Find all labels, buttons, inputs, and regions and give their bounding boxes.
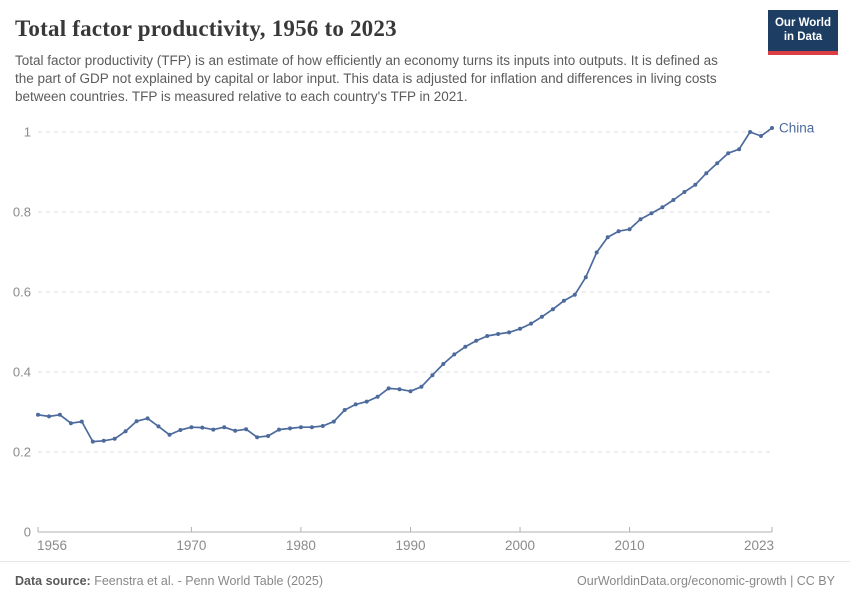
data-point bbox=[277, 427, 281, 432]
data-point bbox=[222, 425, 227, 430]
data-point bbox=[594, 250, 599, 255]
data-point bbox=[255, 435, 260, 440]
x-tick-label: 2023 bbox=[744, 538, 774, 553]
data-point bbox=[397, 387, 402, 392]
data-point bbox=[605, 235, 610, 240]
data-point bbox=[759, 134, 763, 138]
data-point bbox=[364, 399, 369, 404]
data-point bbox=[47, 414, 51, 419]
data-point bbox=[331, 419, 336, 424]
series-line-china bbox=[37, 127, 773, 443]
data-point bbox=[298, 425, 303, 430]
data-point bbox=[101, 438, 106, 443]
data-point bbox=[616, 229, 621, 234]
data-point bbox=[342, 408, 347, 412]
chart-subtitle: Total factor productivity (TFP) is an es… bbox=[15, 53, 718, 104]
x-tick-label: 1980 bbox=[286, 538, 316, 553]
data-point bbox=[430, 373, 435, 378]
page-title: Total factor productivity, 1956 to 2023 bbox=[15, 16, 397, 41]
data-point bbox=[583, 275, 588, 280]
data-point bbox=[485, 334, 490, 338]
data-point bbox=[419, 384, 424, 389]
owid-logo-text: Our World in Data bbox=[768, 10, 838, 51]
data-point bbox=[244, 427, 249, 432]
data-point bbox=[539, 314, 544, 319]
data-point bbox=[288, 426, 292, 431]
data-point bbox=[715, 161, 720, 166]
data-source-text[interactable]: Feenstra et al. - Penn World Table (2025… bbox=[94, 574, 324, 588]
x-tick-label: 1970 bbox=[176, 538, 206, 553]
data-point bbox=[156, 424, 161, 429]
data-point bbox=[770, 126, 774, 130]
owid-logo-red-bar bbox=[768, 50, 838, 55]
x-tick-label: 2000 bbox=[505, 538, 535, 553]
data-point bbox=[200, 425, 205, 430]
data-point bbox=[178, 428, 183, 432]
data-point bbox=[638, 217, 643, 222]
data-point bbox=[112, 436, 117, 441]
owid-logo-line2: in Data bbox=[783, 31, 823, 44]
data-point bbox=[463, 344, 468, 349]
data-point bbox=[627, 227, 632, 232]
y-tick-label: 0.2 bbox=[13, 445, 31, 460]
data-point bbox=[36, 412, 40, 417]
data-point bbox=[266, 434, 271, 438]
data-point bbox=[507, 330, 512, 335]
y-tick-label: 0.6 bbox=[13, 285, 31, 300]
data-point bbox=[68, 421, 73, 426]
y-tick-label: 1 bbox=[24, 125, 31, 140]
y-tick-label: 0.4 bbox=[13, 365, 31, 380]
x-tick-label: 1956 bbox=[37, 538, 67, 553]
data-point bbox=[441, 362, 446, 366]
chart-header: Total factor productivity, 1956 to 2023 … bbox=[0, 0, 850, 105]
owid-logo[interactable]: Our World in Data bbox=[768, 10, 838, 55]
data-point bbox=[671, 198, 676, 202]
data-point bbox=[189, 425, 194, 430]
data-point bbox=[660, 205, 665, 210]
data-point bbox=[704, 171, 709, 176]
data-point bbox=[529, 321, 533, 326]
data-point bbox=[726, 151, 731, 156]
data-point bbox=[682, 190, 687, 194]
data-point bbox=[572, 292, 577, 297]
data-point bbox=[79, 419, 84, 424]
x-tick-label: 1990 bbox=[395, 538, 425, 553]
data-point bbox=[408, 389, 413, 394]
data-point bbox=[167, 432, 172, 437]
data-point bbox=[90, 439, 95, 444]
data-point bbox=[123, 429, 128, 434]
data-point bbox=[386, 386, 391, 391]
data-point bbox=[748, 130, 753, 134]
series-end-label[interactable]: China bbox=[779, 121, 815, 136]
x-tick-label: 2010 bbox=[615, 538, 645, 553]
line-chart[interactable]: 0 0.2 0.4 0.6 0.8 1 1956 1970 1980 1990 2000 2010 20… bbox=[0, 115, 850, 560]
data-point bbox=[233, 428, 238, 433]
data-source: Data source: Feenstra et al. - Penn Worl… bbox=[15, 574, 323, 588]
y-tick-label: 0 bbox=[24, 525, 31, 540]
tfp-line-chart-svg[interactable]: 0 0.2 0.4 0.6 0.8 1 1956 1970 1980 1990 2000 2010 20… bbox=[0, 115, 850, 560]
data-point bbox=[134, 419, 139, 424]
data-point bbox=[145, 416, 150, 421]
data-point bbox=[693, 182, 698, 187]
license-credit[interactable]: OurWorldinData.org/economic-growth | CC … bbox=[577, 574, 835, 588]
chart-footer: Data source: Feenstra et al. - Penn Worl… bbox=[0, 561, 850, 600]
data-point bbox=[550, 307, 555, 312]
data-point bbox=[353, 402, 358, 407]
data-point bbox=[474, 338, 479, 343]
data-point bbox=[452, 352, 457, 357]
data-source-label: Data source: bbox=[15, 574, 91, 588]
data-point bbox=[211, 427, 216, 432]
data-point bbox=[737, 147, 742, 152]
data-point bbox=[57, 412, 62, 417]
data-point bbox=[496, 332, 501, 336]
data-point bbox=[309, 425, 314, 430]
owid-logo-line1: Our World bbox=[774, 17, 831, 29]
data-point bbox=[320, 424, 325, 428]
data-point bbox=[518, 326, 522, 331]
data-point bbox=[375, 394, 380, 399]
y-tick-label: 0.8 bbox=[13, 205, 31, 220]
data-point bbox=[649, 211, 654, 216]
data-point bbox=[561, 298, 566, 303]
